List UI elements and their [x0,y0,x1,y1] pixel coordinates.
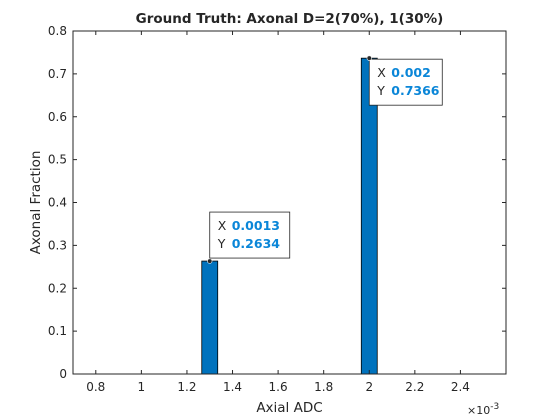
datatip-y-value: 0.7366 [391,83,440,98]
y-tick-label: 0.2 [48,281,67,295]
datatip-y-key: Y [376,83,385,98]
chart-title: Ground Truth: Axonal D=2(70%), 1(30%) [136,11,444,27]
y-tick-label: 0.8 [48,24,67,38]
x-tick-label: 2 [365,380,373,394]
datatip-x-key: X [218,218,227,233]
x-tick-label: 2.4 [451,380,470,394]
y-tick-label: 0.6 [48,110,67,124]
x-axis-label: Axial ADC [256,400,322,416]
datatip-x-key: X [377,65,386,80]
x-tick-label: 1 [138,380,146,394]
datatip-marker [207,258,213,264]
x-tick-label: 1.4 [223,380,242,394]
x-tick-label: 1.2 [177,380,196,394]
datatip-1[interactable]: X 0.002 Y 0.7366 [366,55,443,106]
datatip-box [368,58,443,106]
x-exponent-label: ×10-3 [467,402,499,417]
datatip-x-value: 0.0013 [232,218,280,233]
x-tick-label: 1.6 [269,380,288,394]
x-exponent-base: ×10 [467,404,490,417]
bar-0 [201,260,219,375]
x-exponent-power: -3 [490,402,499,412]
y-tick-label: 0.7 [48,67,67,81]
y-tick-label: 0.5 [48,153,67,167]
datatip-box [209,211,291,259]
y-tick-label: 0.3 [48,238,67,252]
datatip-0[interactable]: X 0.0013 Y 0.2634 [207,211,291,264]
datatip-x-value: 0.002 [391,65,431,80]
datatip-y-key: Y [217,236,226,251]
y-axis-label: Axonal Fraction [28,151,44,255]
x-tick-label: 0.8 [86,380,105,394]
y-tick-label: 0.1 [48,324,67,338]
x-tick-label: 2.2 [405,380,424,394]
y-tick-label: 0 [59,367,67,381]
x-tick-label: 1.8 [314,380,333,394]
datatip-marker [366,55,372,61]
y-tick-label: 0.4 [48,196,67,210]
datatip-y-value: 0.2634 [232,236,281,251]
